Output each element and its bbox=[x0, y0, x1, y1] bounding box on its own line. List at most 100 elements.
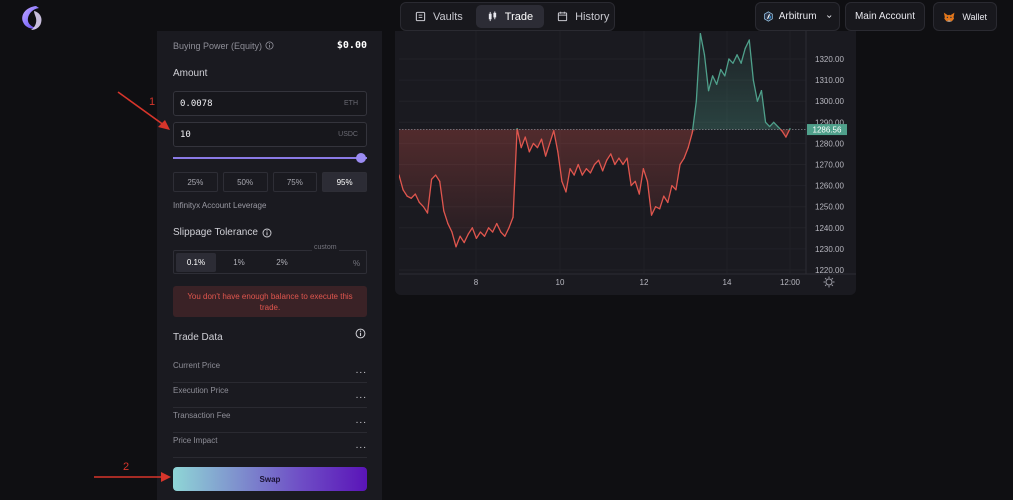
price-chart[interactable]: 1320.00 1310.00 1300.00 1290.00 1280.00 1270.… bbox=[395, 31, 856, 295]
price-segment bbox=[402, 189, 408, 197]
price-segment bbox=[667, 184, 673, 204]
percent-options: 25% 50% 75% 95% bbox=[173, 172, 367, 192]
percent-50-button[interactable]: 50% bbox=[222, 172, 268, 192]
chart-area-below bbox=[399, 129, 790, 247]
annotation-label-2: 2 bbox=[123, 461, 130, 473]
eth-amount-input[interactable]: 0.0078 ETH bbox=[173, 91, 367, 116]
app-logo[interactable] bbox=[16, 3, 46, 33]
buying-power-label: Buying Power (Equity) bbox=[173, 40, 263, 51]
price-segment bbox=[528, 142, 535, 153]
price-segment bbox=[736, 54, 742, 64]
price-segment bbox=[459, 235, 465, 244]
y-tick-label: 1300.00 bbox=[815, 97, 844, 106]
price-segment bbox=[414, 193, 421, 204]
transaction-fee-value: ... bbox=[355, 415, 367, 426]
y-tick-label: 1220.00 bbox=[815, 266, 844, 275]
price-segment bbox=[487, 227, 494, 233]
price-segment bbox=[399, 174, 404, 191]
price-segment bbox=[430, 174, 437, 180]
price-segment bbox=[777, 125, 782, 131]
price-segment bbox=[756, 90, 763, 102]
price-segment bbox=[663, 195, 669, 204]
usdc-amount-input[interactable]: 10 USDC bbox=[173, 122, 367, 147]
price-segment bbox=[504, 227, 510, 237]
tab-vaults-label: Vaults bbox=[433, 10, 463, 23]
account-label: Main Account bbox=[854, 11, 916, 22]
execution-price-value: ... bbox=[355, 390, 367, 401]
trade-data-row: Price Impact ... bbox=[173, 433, 367, 458]
wallet-button[interactable]: Wallet bbox=[933, 2, 997, 31]
price-impact-label: Price Impact bbox=[173, 436, 218, 445]
price-segment bbox=[581, 168, 588, 176]
vault-icon bbox=[415, 11, 426, 22]
current-price-label: Current Price bbox=[173, 361, 221, 370]
network-label: Arbitrum bbox=[778, 11, 817, 22]
custom-slippage-unit: % bbox=[353, 259, 361, 268]
price-segment bbox=[606, 153, 612, 161]
last-price-label: 1286.56 bbox=[813, 125, 842, 134]
buying-power-row: Buying Power (Equity) $0.00 bbox=[173, 40, 367, 51]
price-segment bbox=[540, 138, 547, 157]
annotation-arrowhead-2 bbox=[161, 472, 171, 482]
chart-settings-icon[interactable] bbox=[823, 276, 835, 288]
execution-price-label: Execution Price bbox=[173, 386, 229, 395]
slippage-1-button[interactable]: 1% bbox=[233, 257, 245, 267]
y-tick-label: 1230.00 bbox=[815, 245, 844, 254]
price-segment bbox=[561, 180, 567, 193]
tab-vaults[interactable]: Vaults bbox=[404, 5, 474, 28]
leverage-slider-handle[interactable] bbox=[356, 153, 366, 163]
percent-25-button[interactable]: 25% bbox=[173, 172, 218, 192]
swap-button[interactable]: Swap bbox=[173, 467, 367, 491]
chevron-down-icon bbox=[826, 15, 832, 19]
chart-area-above bbox=[399, 33, 790, 130]
price-segment bbox=[422, 206, 429, 214]
price-segment bbox=[569, 168, 575, 176]
slippage-2-button[interactable]: 2% bbox=[276, 257, 288, 267]
eth-unit: ETH bbox=[344, 100, 358, 107]
y-tick-label: 1320.00 bbox=[815, 55, 844, 64]
candles-icon bbox=[488, 11, 496, 22]
price-segment bbox=[630, 180, 636, 187]
price-segment bbox=[479, 231, 486, 237]
price-segment bbox=[760, 90, 767, 123]
usdc-unit: USDC bbox=[338, 131, 358, 138]
price-segment bbox=[406, 195, 412, 199]
price-segment bbox=[646, 180, 653, 216]
network-selector[interactable]: Arbitrum bbox=[755, 2, 840, 31]
amount-label: Amount bbox=[173, 68, 208, 79]
price-segment bbox=[642, 168, 649, 183]
buying-power-value: $0.00 bbox=[336, 40, 367, 51]
price-impact-value: ... bbox=[355, 440, 367, 451]
price-segment bbox=[439, 180, 445, 212]
price-segment bbox=[695, 33, 702, 102]
price-segment bbox=[699, 33, 706, 56]
price-segment bbox=[614, 157, 620, 166]
x-tick-label: 8 bbox=[474, 278, 479, 287]
y-tick-label: 1250.00 bbox=[815, 203, 844, 212]
account-button[interactable]: Main Account bbox=[845, 2, 925, 31]
tab-trade[interactable]: Trade bbox=[475, 5, 545, 28]
price-segment bbox=[671, 184, 677, 191]
price-segment bbox=[508, 216, 514, 229]
price-segment bbox=[463, 233, 469, 244]
price-segment bbox=[589, 163, 596, 174]
price-segment bbox=[764, 121, 771, 128]
info-icon[interactable] bbox=[265, 41, 274, 50]
leverage-slider-track[interactable] bbox=[173, 157, 367, 159]
percent-95-button[interactable]: 95% bbox=[322, 172, 367, 192]
main-nav: Vaults Trade History bbox=[400, 2, 615, 31]
info-icon[interactable] bbox=[262, 228, 272, 238]
percent-75-button[interactable]: 75% bbox=[272, 172, 318, 192]
slippage-0-1-button[interactable]: 0.1% bbox=[176, 252, 216, 272]
trade-data-row: Transaction Fee ... bbox=[173, 408, 367, 433]
x-tick-label: 14 bbox=[723, 278, 732, 287]
price-segment bbox=[597, 159, 604, 172]
price-segment bbox=[435, 174, 441, 183]
price-segment bbox=[781, 130, 787, 138]
info-icon[interactable] bbox=[355, 328, 366, 339]
y-tick-label: 1290.00 bbox=[815, 118, 844, 127]
price-segment bbox=[724, 58, 730, 77]
tab-history[interactable]: History bbox=[546, 5, 620, 28]
y-tick-label: 1270.00 bbox=[815, 161, 844, 170]
price-segment bbox=[744, 39, 750, 50]
